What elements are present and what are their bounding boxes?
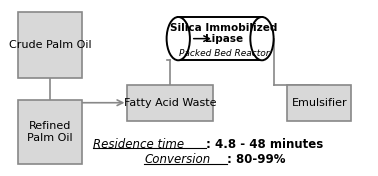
Text: Packed Bed Reactor: Packed Bed Reactor [178,49,269,58]
Text: : 4.8 - 48 minutes: : 4.8 - 48 minutes [206,138,323,151]
Text: Silica Immobilized
Lipase: Silica Immobilized Lipase [170,23,277,44]
Bar [178,17,262,60]
Ellipse shape [167,17,190,60]
Text: Conversion: Conversion [144,153,211,166]
Bar [18,100,82,164]
Text: Fatty Acid Waste: Fatty Acid Waste [124,98,216,108]
Text: : 80-99%: : 80-99% [227,153,285,166]
Bar [127,84,213,121]
Bar [287,84,351,121]
Text: Crude Palm Oil: Crude Palm Oil [9,40,91,50]
Text: Refined
Palm Oil: Refined Palm Oil [27,121,73,143]
Bar [18,12,82,78]
Text: Residence time: Residence time [93,138,184,151]
Ellipse shape [250,17,274,60]
Text: Emulsifier: Emulsifier [291,98,347,108]
